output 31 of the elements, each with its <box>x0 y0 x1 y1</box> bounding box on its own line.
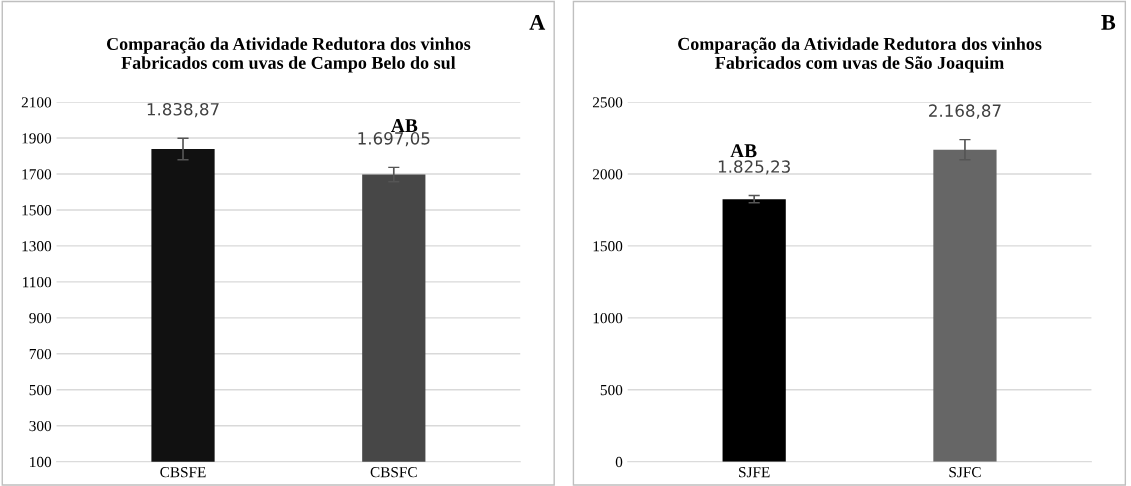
y-tick-label: 900 <box>29 312 52 324</box>
y-tick-label: 500 <box>600 384 623 396</box>
y-tick-label: 2000 <box>592 169 623 180</box>
text: A <box>529 14 546 30</box>
x-tick-label: CBSFC <box>370 467 417 478</box>
chart-title: Comparação da Atividade Redutora dos vinhos Fabricados com uvas de São Joaquim <box>678 37 1042 73</box>
y-tick-label: 2100 <box>21 97 52 108</box>
y-tick-label: 1300 <box>22 241 52 252</box>
x-tick-label: CBSFE <box>160 467 206 478</box>
data-label: 1.838,87 <box>147 102 219 118</box>
text: B <box>1101 15 1116 30</box>
x-tick-label: SJFC <box>949 467 981 478</box>
chart-title: Comparação da Atividade Redutora dos vinhos Fabricados com uvas de Campo Belo do sul <box>106 37 471 73</box>
annotation: AB <box>391 119 418 132</box>
data-label: 2.168,87 <box>929 104 1001 119</box>
y-tick-label: 2500 <box>592 97 623 108</box>
y-tick-label: 500 <box>29 384 52 396</box>
y-tick-label: 1700 <box>22 169 52 180</box>
y-tick-label: 100 <box>30 456 52 468</box>
annotation: AB <box>730 144 757 158</box>
y-tick-label: 1900 <box>22 133 52 144</box>
data-label: 1.825,23 <box>718 160 790 175</box>
y-tick-label: 0 <box>615 456 623 468</box>
data-label: 1.697,05 <box>358 132 430 147</box>
y-tick-label: 1500 <box>593 241 623 252</box>
x-tick-label: SJFE <box>739 467 770 478</box>
y-tick-label: 1100 <box>23 277 52 288</box>
y-tick-label: 300 <box>29 420 52 432</box>
y-tick-label: 700 <box>29 348 52 360</box>
y-tick-label: 1000 <box>593 312 623 324</box>
y-tick-label: 1500 <box>22 205 52 216</box>
